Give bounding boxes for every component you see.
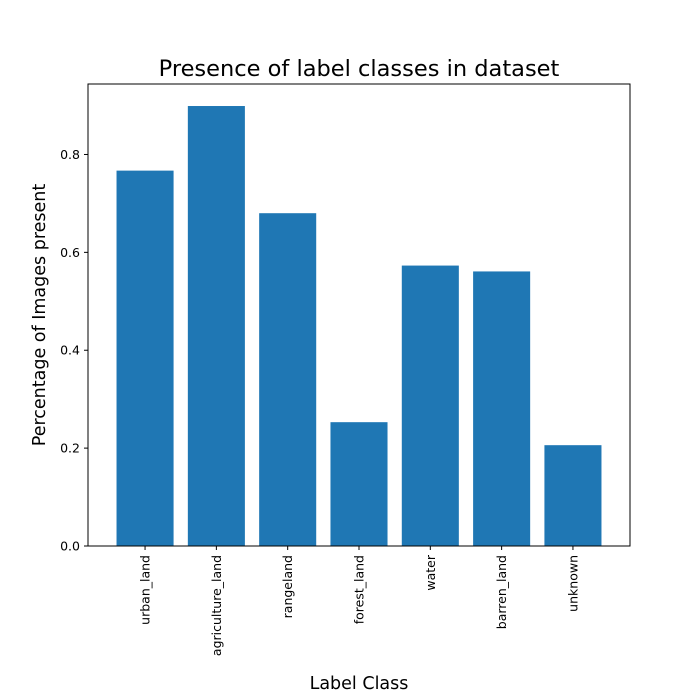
bar-agriculture-land	[187, 106, 245, 547]
bar-urban-land	[116, 170, 174, 546]
x-tick-label: forest_land	[352, 555, 367, 624]
x-tick-label: water	[423, 554, 438, 590]
x-tick-label: barren_land	[494, 555, 509, 629]
bar-water	[401, 265, 459, 546]
y-tick-label: 0.6	[60, 245, 80, 260]
chart-title: Presence of label classes in dataset	[159, 56, 560, 82]
bar-barren-land	[473, 271, 531, 546]
y-tick-label: 0.0	[60, 539, 80, 554]
plot-area	[116, 106, 602, 547]
x-axis: urban_land agriculture_land rangeland fores…	[138, 546, 580, 656]
bar-unknown	[544, 445, 602, 546]
x-tick-label: agriculture_land	[209, 555, 224, 656]
y-axis-label: Percentage of Images present	[30, 184, 50, 447]
x-axis-label: Label Class	[310, 674, 409, 694]
x-tick-label: rangeland	[280, 555, 295, 618]
y-tick-label: 0.2	[60, 441, 80, 456]
y-axis: 0.0 0.2 0.4 0.6 0.8	[60, 147, 88, 554]
y-tick-label: 0.4	[60, 343, 80, 358]
x-tick-label: urban_land	[138, 555, 153, 625]
bar-rangeland	[259, 213, 317, 546]
x-tick-label: unknown	[565, 555, 580, 612]
bar-forest-land	[330, 422, 388, 546]
y-tick-label: 0.8	[60, 147, 80, 162]
